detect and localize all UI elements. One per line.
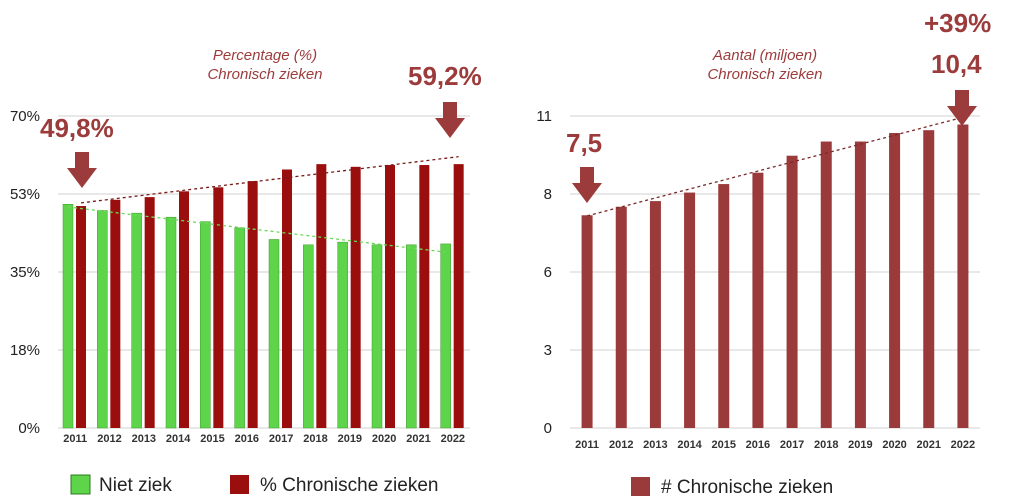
chart1-x-tick-label: 2012 [97, 433, 121, 445]
chart2-y-tick-label: 3 [544, 342, 552, 359]
chart1-x-tick-label: 2017 [269, 433, 293, 445]
chart2-bar-chronische-zieken [615, 206, 627, 428]
chart1-y-tick-label: 53% [10, 186, 40, 203]
chart1-bar-chronische-zieken [419, 165, 430, 428]
chart2-bar-chronische-zieken [718, 184, 730, 428]
chart1-bar-niet-ziek [62, 204, 74, 429]
chart2-bar-chronische-zieken [581, 215, 593, 428]
chart1-annotation-end: 59,2% [408, 61, 482, 91]
chart1-x-tick-label: 2019 [338, 433, 362, 445]
legend-swatch-aantal-chronische-zieken [631, 477, 650, 496]
chart2-trendline [586, 116, 964, 217]
chart2-y-tick-label: 0 [544, 420, 552, 437]
legend-swatch-chronische-zieken [230, 475, 249, 494]
legend-label-aantal-chronische-zieken: # Chronische zieken [661, 477, 833, 498]
chart2-x-tick-label: 2020 [882, 439, 906, 451]
chart1-arrow-start [67, 152, 97, 188]
chart1-bar-chronische-zieken [110, 199, 121, 428]
chart2-bar-chronische-zieken [820, 141, 832, 428]
chart2-x-tick-label: 2016 [746, 439, 770, 451]
chart1-y-tick-label: 70% [10, 108, 40, 125]
chart2-bar-chronische-zieken [786, 155, 798, 428]
chart2-x-tick-label: 2015 [712, 439, 736, 451]
chart2-x-tick-label: 2022 [951, 439, 975, 451]
chart1-bar-chronische-zieken [453, 164, 464, 428]
legend-label-chronische-zieken: % Chronische zieken [260, 475, 438, 496]
chart2-bar-chronische-zieken [649, 201, 661, 428]
chart1-bar-chronische-zieken [350, 166, 361, 428]
chart2-x-tick-label: 2014 [677, 439, 702, 451]
chart1-trendline-chronische-zieken [80, 156, 459, 204]
chart2-bar-chronische-zieken [684, 192, 696, 428]
chart1-title: Percentage (%) [213, 47, 317, 64]
chart2-bar-chronische-zieken [923, 130, 935, 428]
chart1-bar-chronische-zieken [282, 169, 292, 428]
chart2-arrow-end [947, 90, 977, 126]
chart2-x-tick-label: 2019 [848, 439, 872, 451]
chart1-y-tick-label: 0% [18, 420, 40, 437]
chart1-x-tick-label: 2015 [200, 433, 224, 445]
chart1-bar-chronische-zieken [247, 181, 258, 428]
chart1-x-tick-label: 2011 [63, 433, 87, 445]
chart1-bar-chronische-zieken [316, 164, 327, 428]
legend-swatch-niet-ziek [70, 474, 91, 495]
chart2-bar-chronische-zieken [854, 141, 866, 428]
chart1-bar-niet-ziek [337, 241, 348, 429]
chart1-y-tick-label: 35% [10, 264, 40, 281]
chart1-bar-chronische-zieken [385, 165, 395, 428]
chart1-x-tick-label: 2013 [132, 433, 156, 445]
chart2-x-tick-label: 2011 [575, 439, 599, 451]
chart2-annotation-growth: +39% [924, 8, 991, 38]
chart1-bar-chronische-zieken [76, 206, 86, 428]
chart1-annotation-start: 49,8% [40, 113, 114, 143]
chart2-arrow-start [572, 167, 602, 203]
chart1-x-tick-label: 2014 [166, 433, 191, 445]
chart2-annotation-end: 10,4 [931, 49, 982, 79]
chart2-x-tick-label: 2018 [814, 439, 838, 451]
chart1-bar-niet-ziek [200, 221, 211, 429]
chart2-bar-chronische-zieken [889, 133, 901, 428]
chart1-bar-niet-ziek [234, 227, 245, 429]
chart1-bar-chronische-zieken [144, 197, 155, 428]
chart2-x-tick-label: 2013 [643, 439, 667, 451]
chart2-bar-chronische-zieken [752, 172, 764, 428]
chart2-x-tick-label: 2017 [780, 439, 804, 451]
chart1-x-tick-label: 2021 [406, 433, 430, 445]
chart1-bar-chronische-zieken [213, 187, 224, 428]
chart1-bar-niet-ziek [440, 243, 451, 429]
chart1-arrow-end [435, 102, 465, 138]
chart1-bar-niet-ziek [371, 244, 383, 429]
chart1-bar-niet-ziek [406, 244, 417, 429]
chart1-bar-niet-ziek [268, 239, 280, 429]
chart2-y-tick-label: 6 [544, 264, 552, 281]
chart1-bar-chronische-zieken [179, 191, 189, 428]
chart1-y-tick-label: 18% [10, 342, 40, 359]
chart2-title: Aantal (miljoen) [712, 47, 817, 64]
chart2-bar-chronische-zieken [957, 124, 969, 428]
chart1-bar-niet-ziek [97, 210, 108, 429]
chart1-bar-niet-ziek [303, 244, 314, 429]
chart2-x-tick-label: 2021 [917, 439, 941, 451]
chart2-y-tick-label: 11 [536, 108, 552, 125]
chart2-annotation-start: 7,5 [566, 128, 602, 158]
legend-label-niet-ziek: Niet ziek [99, 475, 172, 496]
chart1-bar-niet-ziek [165, 216, 177, 429]
chart1-x-tick-label: 2022 [441, 433, 465, 445]
chart1-x-tick-label: 2018 [303, 433, 327, 445]
chart2-x-tick-label: 2012 [609, 439, 633, 451]
chart1-x-tick-label: 2016 [235, 433, 259, 445]
chart2-subtitle: Chronisch zieken [707, 66, 822, 83]
chart2-y-tick-label: 8 [544, 186, 552, 203]
chart1-bar-niet-ziek [131, 212, 142, 429]
chart1-x-tick-label: 2020 [372, 433, 396, 445]
chart1-subtitle: Chronisch zieken [207, 66, 322, 83]
